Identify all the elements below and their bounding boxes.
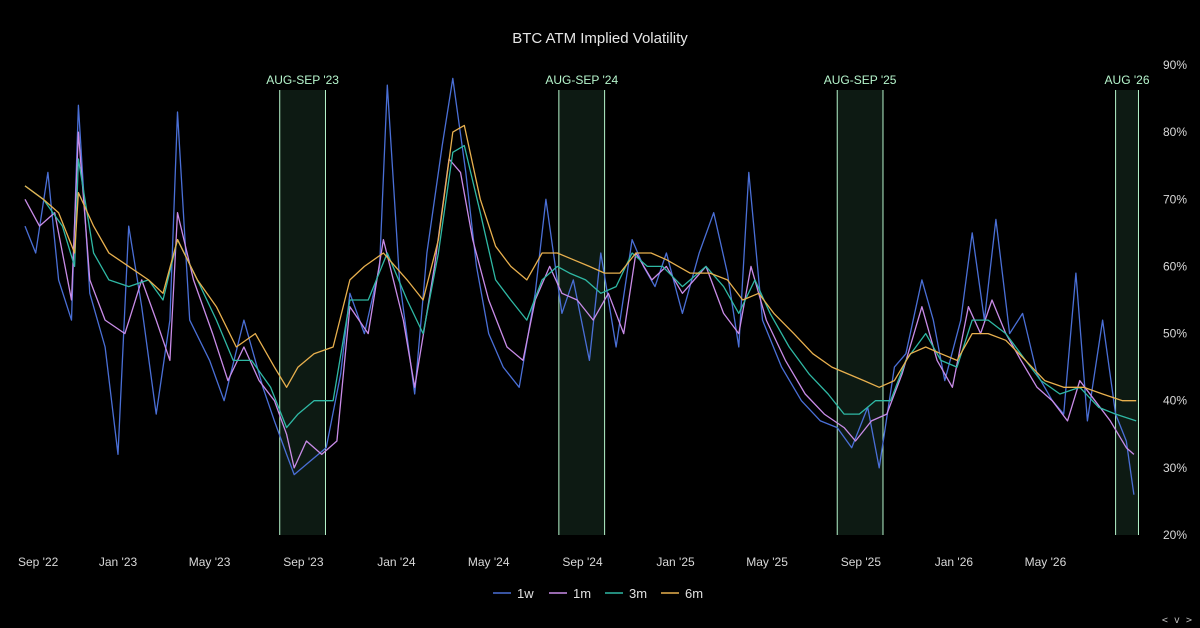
x-tick-label: May '25 [746, 555, 788, 569]
y-tick-label: 30% [1163, 461, 1187, 475]
series-line-6m [24, 124, 1137, 402]
legend[interactable]: 1w 1m 3m 6m [493, 586, 703, 601]
x-tick-label: Sep '24 [562, 555, 603, 569]
highlight-band-label: AUG-SEP '23 [266, 73, 339, 87]
legend-label: 6m [685, 586, 703, 601]
y-tick-label: 20% [1163, 528, 1187, 542]
highlight-band-label: AUG-SEP '25 [824, 73, 897, 87]
x-tick-label: Jan '23 [99, 555, 138, 569]
highlight-band-label: AUG-SEP '24 [545, 73, 618, 87]
y-tick-label: 90% [1163, 58, 1187, 72]
y-tick-label: 40% [1163, 394, 1187, 408]
x-tick-label: May '24 [468, 555, 510, 569]
series-lines [24, 77, 1137, 495]
highlight-band [1115, 90, 1139, 535]
legend-label: 3m [629, 586, 647, 601]
series-line-1m [24, 131, 1135, 469]
y-tick-label: 70% [1163, 192, 1187, 206]
highlight-band [837, 90, 883, 535]
x-tick-label: Jan '25 [656, 555, 695, 569]
x-axis: Sep '22 Jan '23 May '23 Sep '23 Jan '24 May '… [18, 555, 1067, 569]
y-tick-label: 50% [1163, 327, 1187, 341]
series-line-1w [24, 77, 1135, 495]
highlight-bands: AUG-SEP '23 AUG-SEP '24 AUG-SEP '25 AUG '26 [266, 73, 1150, 535]
highlight-band-label: AUG '26 [1105, 73, 1150, 87]
highlight-band [279, 90, 326, 535]
x-tick-label: Jan '24 [377, 555, 416, 569]
legend-label: 1w [517, 586, 534, 601]
nav-chevrons[interactable]: < v > [1161, 615, 1192, 626]
chart-title: BTC ATM Implied Volatility [512, 30, 688, 47]
y-axis: 20% 30% 40% 50% 60% 70% 80% 90% [1163, 58, 1187, 542]
x-tick-label: Jan '26 [935, 555, 974, 569]
legend-item-1m[interactable]: 1m [549, 586, 591, 601]
legend-item-6m[interactable]: 6m [661, 586, 703, 601]
x-tick-label: Sep '22 [18, 555, 59, 569]
legend-label: 1m [573, 586, 591, 601]
x-tick-label: May '26 [1025, 555, 1067, 569]
y-tick-label: 80% [1163, 125, 1187, 139]
legend-item-1w[interactable]: 1w [493, 586, 534, 601]
x-tick-label: May '23 [189, 555, 231, 569]
x-tick-label: Sep '23 [283, 555, 324, 569]
y-tick-label: 60% [1163, 259, 1187, 273]
series-line-3m [24, 144, 1137, 429]
x-tick-label: Sep '25 [841, 555, 882, 569]
legend-item-3m[interactable]: 3m [605, 586, 647, 601]
